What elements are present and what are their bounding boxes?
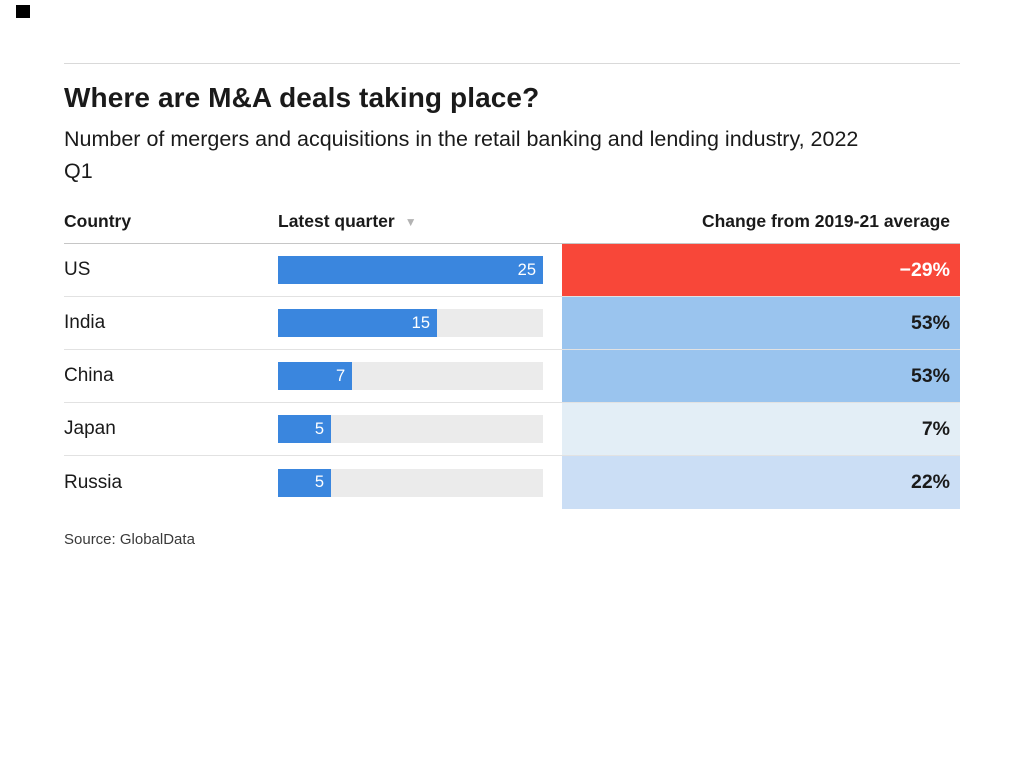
column-gap [543, 244, 562, 296]
bar-fill: 5 [278, 415, 331, 444]
table-row: China 7 53% [64, 350, 960, 404]
black-square-logo-mark [16, 5, 30, 18]
country-label: India [64, 312, 106, 334]
country-label: Russia [64, 471, 123, 493]
change-value-cell: −29% [562, 244, 960, 297]
latest-quarter-bar-cell: 15 [278, 297, 543, 349]
data-table: Country Latest quarter ▼ Change from 2019… [64, 211, 960, 510]
country-label: US [64, 259, 91, 281]
table-row: Russia 5 22% [64, 456, 960, 510]
country-label: China [64, 365, 114, 387]
table-header-row: Country Latest quarter ▼ Change from 2019… [64, 211, 960, 245]
table-body: US 25 −29% India 15 53% China [64, 244, 960, 510]
bar-value-label: 15 [411, 313, 430, 332]
column-header-change: Change from 2019-21 average [701, 211, 950, 232]
change-value-cell: 53% [562, 350, 960, 403]
bar-value-label: 25 [517, 260, 536, 279]
table-row: Japan 5 7% [64, 403, 960, 457]
bar-fill: 25 [278, 256, 543, 285]
column-gap [543, 403, 562, 455]
table-row: India 15 53% [64, 297, 960, 351]
chart-subtitle: Number of mergers and acquisitions in th… [64, 127, 859, 184]
sort-descending-icon[interactable]: ▼ [404, 215, 417, 230]
bar-track: 15 [278, 309, 543, 338]
bar-fill: 7 [278, 362, 353, 391]
bar-track: 5 [278, 468, 543, 497]
change-value-cell: 22% [562, 456, 960, 510]
column-gap [543, 297, 562, 349]
latest-quarter-bar-cell: 25 [278, 244, 543, 296]
bar-value-label: 5 [314, 473, 324, 492]
chart-container: Where are M&A deals taking place? Number… [64, 0, 960, 548]
column-header-latest-quarter-label: Latest quarter [278, 211, 395, 232]
column-header-country: Country [64, 211, 132, 232]
bar-fill: 5 [278, 468, 331, 497]
column-gap [543, 350, 562, 402]
bar-track: 7 [278, 362, 543, 391]
country-label: Japan [64, 418, 116, 440]
bar-track: 25 [278, 256, 543, 285]
latest-quarter-bar-cell: 5 [278, 403, 543, 455]
top-divider [64, 63, 960, 64]
bar-track: 5 [278, 415, 543, 444]
latest-quarter-bar-cell: 7 [278, 350, 543, 402]
change-value-cell: 7% [562, 403, 960, 456]
column-header-latest-quarter[interactable]: Latest quarter ▼ [278, 211, 543, 232]
column-gap [543, 456, 562, 509]
chart-title: Where are M&A deals taking place? [64, 82, 540, 113]
source-note: Source: GlobalData [64, 531, 195, 549]
bar-value-label: 5 [314, 419, 324, 438]
bar-value-label: 7 [336, 366, 346, 385]
latest-quarter-bar-cell: 5 [278, 456, 543, 509]
change-value-cell: 53% [562, 297, 960, 350]
table-row: US 25 −29% [64, 244, 960, 298]
bar-fill: 15 [278, 309, 437, 338]
